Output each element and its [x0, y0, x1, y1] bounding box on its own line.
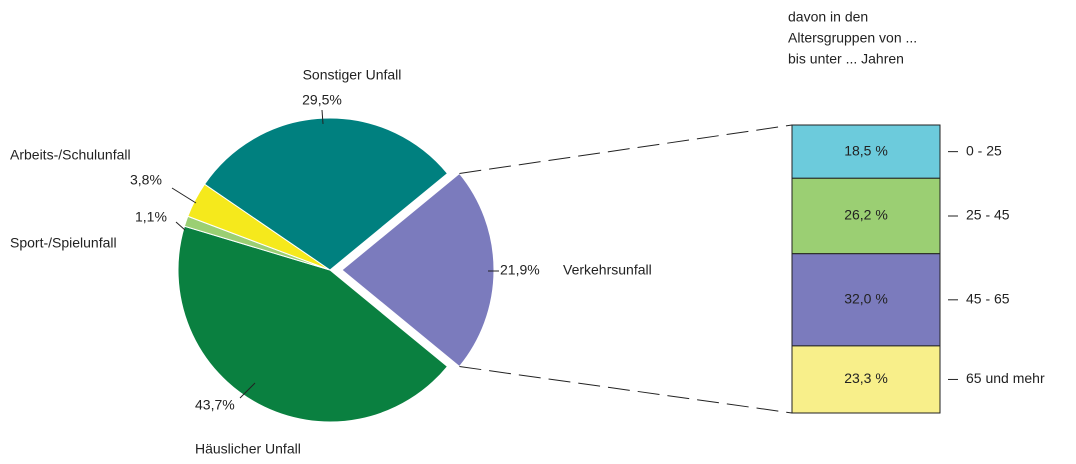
slice-value-label: 21,9%	[500, 262, 540, 278]
slice-name-label: Arbeits-/Schulunfall	[10, 147, 131, 163]
bar-segment	[791, 345, 941, 414]
slice-name-label: Häuslicher Unfall	[195, 441, 301, 457]
pie-slice	[341, 172, 495, 368]
slice-value-label: 43,7%	[195, 397, 235, 413]
leader-line	[171, 187, 197, 204]
connector-line	[459, 366, 793, 414]
slice-name-label: Sonstiger Unfall	[303, 67, 402, 83]
slice-value-label: 1,1%	[135, 209, 167, 225]
breakdown-title: Altersgruppen von ...	[788, 30, 917, 46]
leader-line	[239, 382, 256, 399]
category-label: 0 - 25	[966, 142, 1002, 158]
leader-line	[175, 221, 186, 231]
segment-value-label: 18,5 %	[844, 142, 888, 158]
breakdown-title: davon in den	[788, 9, 868, 25]
slice-value-label: 3,8%	[130, 172, 162, 188]
pie-slice	[177, 225, 449, 423]
slice-value-label: 29,5%	[302, 92, 342, 108]
segment-value-label: 23,3 %	[844, 370, 888, 386]
pie-slice	[203, 117, 449, 271]
connector-line	[459, 124, 793, 174]
leader-line	[321, 109, 324, 125]
slice-name-label: Sport-/Spielunfall	[10, 235, 117, 251]
slice-name-label: Verkehrsunfall	[563, 262, 652, 278]
breakdown-title: bis unter ... Jahren	[788, 51, 904, 67]
segment-value-label: 32,0 %	[844, 291, 888, 307]
category-label: 25 - 45	[966, 207, 1010, 223]
category-label: 45 - 65	[966, 291, 1010, 307]
bar-segment	[791, 253, 941, 347]
segment-value-label: 26,2 %	[844, 207, 888, 223]
category-label: 65 und mehr	[966, 370, 1045, 386]
